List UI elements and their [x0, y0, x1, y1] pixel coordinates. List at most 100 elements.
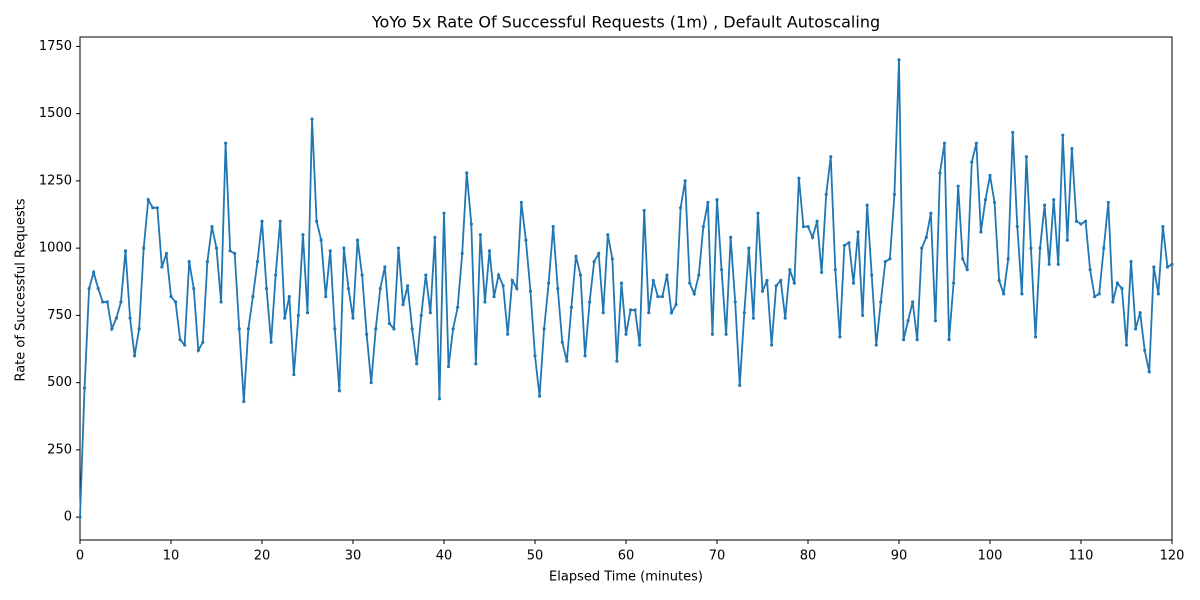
data-point	[365, 332, 369, 336]
data-point	[1170, 262, 1174, 266]
data-point	[419, 313, 423, 317]
data-point	[1070, 147, 1074, 151]
data-point	[123, 249, 128, 253]
data-point	[665, 273, 669, 277]
data-point	[133, 354, 137, 358]
data-point	[474, 362, 478, 366]
x-tick-label: 80	[800, 549, 817, 564]
data-point	[96, 286, 100, 291]
data-point	[342, 246, 346, 250]
data-point	[706, 200, 710, 205]
data-point	[178, 338, 182, 342]
data-point	[733, 300, 737, 304]
data-point	[1006, 257, 1010, 261]
data-point	[506, 332, 510, 336]
data-point	[1002, 292, 1006, 296]
data-point	[142, 246, 146, 250]
x-tick-label: 60	[618, 549, 635, 564]
data-point	[724, 332, 728, 336]
data-point	[679, 206, 683, 210]
data-point	[1015, 225, 1019, 229]
data-point	[924, 235, 928, 239]
x-tick-label: 50	[527, 549, 544, 564]
data-point	[296, 313, 300, 317]
data-point	[237, 327, 241, 331]
data-point	[214, 246, 219, 250]
data-point	[774, 284, 778, 288]
data-point	[792, 281, 796, 285]
data-point	[829, 155, 833, 159]
data-point	[569, 305, 574, 309]
y-tick-label: 0	[64, 510, 72, 525]
data-point	[92, 270, 96, 274]
data-point	[947, 338, 951, 342]
data-point	[460, 251, 464, 256]
data-point	[742, 311, 746, 315]
data-point	[1056, 262, 1060, 266]
x-tick-label: 20	[254, 549, 271, 564]
y-tick-label: 250	[47, 442, 72, 457]
data-point	[328, 249, 332, 253]
data-point	[660, 294, 665, 299]
x-axis-label: Elapsed Time (minutes)	[549, 570, 703, 585]
data-point	[560, 340, 564, 344]
data-point	[442, 211, 446, 215]
data-point	[251, 294, 255, 299]
data-point	[228, 249, 232, 253]
data-point	[710, 332, 715, 336]
data-point	[164, 251, 169, 256]
x-tick-label: 70	[709, 549, 726, 564]
data-point	[892, 192, 897, 196]
data-point	[765, 278, 769, 283]
data-point	[146, 198, 150, 202]
data-point	[915, 338, 919, 342]
data-point	[169, 294, 173, 299]
data-point	[779, 278, 783, 283]
data-point	[378, 286, 382, 291]
data-point	[738, 383, 742, 387]
data-point	[574, 254, 578, 258]
data-point	[729, 235, 733, 239]
data-point	[274, 273, 278, 277]
data-point	[797, 176, 801, 180]
data-point	[952, 281, 956, 285]
data-point	[956, 184, 960, 188]
data-point	[1033, 335, 1038, 339]
data-point	[1106, 200, 1110, 205]
data-point	[1052, 198, 1056, 202]
data-point	[114, 316, 118, 320]
y-tick-label: 1500	[39, 106, 72, 121]
data-point	[1043, 203, 1047, 207]
data-point	[628, 308, 633, 312]
data-point	[756, 211, 760, 215]
data-point	[533, 354, 537, 358]
data-point	[810, 235, 815, 239]
data-point	[683, 179, 687, 183]
data-point	[565, 359, 569, 363]
data-point	[715, 198, 719, 202]
data-point	[842, 243, 847, 248]
data-point	[528, 289, 533, 293]
data-point	[346, 286, 351, 291]
data-point	[883, 260, 887, 264]
data-point	[638, 343, 642, 347]
data-point	[1020, 292, 1024, 296]
data-point	[537, 394, 542, 398]
data-point	[374, 327, 378, 331]
data-point	[428, 311, 432, 315]
data-point	[824, 192, 828, 196]
data-point	[783, 316, 787, 320]
data-point	[888, 257, 892, 261]
y-tick-label: 1250	[39, 173, 72, 188]
data-point	[424, 273, 428, 277]
data-point	[674, 303, 678, 307]
data-point	[1161, 225, 1165, 229]
data-point	[337, 389, 341, 393]
data-point	[324, 294, 328, 299]
data-point	[820, 270, 824, 274]
data-point	[615, 359, 619, 363]
data-point	[747, 246, 751, 250]
x-tick-label: 0	[76, 549, 84, 564]
data-point	[246, 327, 250, 331]
